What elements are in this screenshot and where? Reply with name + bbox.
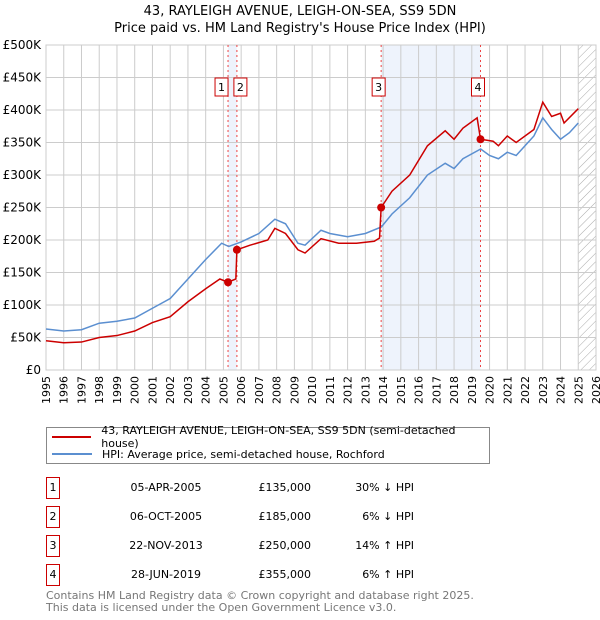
sale-price: £355,000 bbox=[258, 568, 312, 581]
legend-swatch-blue bbox=[52, 453, 92, 455]
sale-label: 3 bbox=[375, 81, 382, 94]
x-tick-label: 1999 bbox=[111, 376, 124, 404]
x-tick-label: 2002 bbox=[164, 376, 177, 404]
sale-label-box bbox=[214, 77, 229, 97]
sale-date: 22-NOV-2013 bbox=[129, 539, 203, 552]
sale-price: £250,000 bbox=[258, 539, 312, 552]
y-tick-label: £100K bbox=[3, 298, 43, 312]
x-tick-label: 2025 bbox=[572, 376, 585, 404]
sale-hpi-diff: 14% ↑ HPI bbox=[355, 539, 414, 552]
x-tick-label: 2016 bbox=[413, 376, 426, 404]
y-tick-label: £300K bbox=[3, 168, 43, 182]
x-tick-label: 2018 bbox=[448, 376, 461, 404]
footer-copyright: Contains HM Land Registry data © Crown c… bbox=[46, 589, 474, 602]
x-tick-label: 2014 bbox=[377, 376, 390, 404]
sale-point bbox=[224, 278, 233, 287]
sale-label: 2 bbox=[237, 81, 244, 94]
y-tick-label: £400K bbox=[3, 103, 43, 117]
x-tick-label: 2020 bbox=[484, 376, 497, 404]
series-line-hpi bbox=[45, 116, 579, 332]
sale-date: 28-JUN-2019 bbox=[130, 568, 202, 581]
sale-price: £135,000 bbox=[258, 481, 312, 494]
x-tick-label: 1995 bbox=[40, 376, 53, 404]
sale-row: 1 05-APR-2005 £135,000 30% ↓ HPI bbox=[46, 477, 446, 501]
chart-title: 43, RAYLEIGH AVENUE, LEIGH-ON-SEA, SS9 5… bbox=[143, 4, 457, 19]
x-tick-label: 2006 bbox=[235, 376, 248, 404]
x-tick-label: 2004 bbox=[200, 376, 213, 404]
y-tick-label: £150K bbox=[3, 266, 43, 280]
y-tick-label: £50K bbox=[10, 331, 42, 345]
plot-frame bbox=[45, 44, 597, 371]
x-tick-label: 2026 bbox=[590, 376, 600, 404]
x-tick-label: 2005 bbox=[217, 376, 230, 404]
y-tick-label: £200K bbox=[3, 233, 43, 247]
legend: 43, RAYLEIGH AVENUE, LEIGH-ON-SEA, SS9 5… bbox=[46, 424, 490, 464]
x-tick-label: 2023 bbox=[537, 376, 550, 404]
x-tick-label: 1996 bbox=[58, 376, 71, 404]
sale-label-box bbox=[471, 77, 485, 97]
x-tick-label: 2008 bbox=[271, 376, 284, 404]
sale-hpi-diff: 6% ↑ HPI bbox=[362, 568, 414, 581]
sale-label: 4 bbox=[475, 81, 482, 94]
legend-item-hpi: HPI: Average price, semi-detached house,… bbox=[47, 446, 385, 462]
series-line-property bbox=[45, 100, 579, 344]
y-tick-label: £0 bbox=[26, 363, 41, 377]
x-tick-label: 2015 bbox=[395, 376, 408, 404]
y-tick-label: £350K bbox=[3, 136, 43, 150]
sale-hpi-diff: 30% ↓ HPI bbox=[355, 481, 414, 494]
legend-item-property: 43, RAYLEIGH AVENUE, LEIGH-ON-SEA, SS9 5… bbox=[47, 424, 489, 450]
price-chart: 1995 1996 1997 1998 1999 2000 2001 2002 2003 2004… bbox=[3, 38, 600, 404]
y-tick-label: £450K bbox=[3, 71, 43, 85]
x-tick-label: 2017 bbox=[430, 376, 443, 404]
sale-price: £185,000 bbox=[258, 510, 312, 523]
x-tick-label: 2021 bbox=[501, 376, 514, 404]
sale-number: 1 bbox=[46, 477, 60, 499]
x-tick-label: 2011 bbox=[324, 376, 337, 404]
x-tick-label: 2010 bbox=[306, 376, 319, 404]
sale-row: 3 22-NOV-2013 £250,000 14% ↑ HPI bbox=[46, 535, 446, 559]
x-tick-label: 1997 bbox=[75, 376, 88, 404]
x-tick-label: 2000 bbox=[129, 376, 142, 404]
sale-date: 06-OCT-2005 bbox=[129, 510, 203, 523]
y-tick-label: £500K bbox=[3, 38, 43, 52]
x-tick-label: 2009 bbox=[288, 376, 301, 404]
sale-point bbox=[377, 203, 386, 212]
x-tick-label: 2003 bbox=[182, 376, 195, 404]
sale-hpi-diff: 6% ↓ HPI bbox=[362, 510, 414, 523]
x-tick-label: 1998 bbox=[93, 376, 106, 404]
sale-number: 2 bbox=[46, 506, 60, 528]
x-tick-label: 2012 bbox=[342, 376, 355, 404]
y-tick-label: £250K bbox=[3, 201, 43, 215]
legend-label: HPI: Average price, semi-detached house,… bbox=[102, 447, 385, 461]
sale-label-box bbox=[371, 77, 386, 97]
chart-subtitle: Price paid vs. HM Land Registry's House … bbox=[114, 21, 486, 36]
x-tick-label: 2001 bbox=[146, 376, 159, 404]
x-tick-label: 2007 bbox=[253, 376, 266, 404]
sale-number: 4 bbox=[46, 564, 60, 586]
x-tick-label: 2019 bbox=[466, 376, 479, 404]
sale-point bbox=[476, 135, 485, 144]
x-tick-label: 2024 bbox=[555, 376, 568, 404]
sale-label-box bbox=[233, 77, 248, 97]
sale-number: 3 bbox=[46, 535, 60, 557]
sale-row: 2 06-OCT-2005 £185,000 6% ↓ HPI bbox=[46, 506, 446, 530]
x-tick-label: 2013 bbox=[359, 376, 372, 404]
sale-label: 1 bbox=[218, 81, 225, 94]
legend-label: 43, RAYLEIGH AVENUE, LEIGH-ON-SEA, SS9 5… bbox=[101, 424, 456, 450]
sale-point bbox=[232, 245, 241, 254]
sale-row: 4 28-JUN-2019 £355,000 6% ↑ HPI bbox=[46, 564, 446, 588]
footer-licence: This data is licensed under the Open Gov… bbox=[46, 601, 397, 614]
legend-swatch-red bbox=[52, 436, 92, 438]
sale-date: 05-APR-2005 bbox=[130, 481, 202, 494]
x-tick-label: 2022 bbox=[519, 376, 532, 404]
